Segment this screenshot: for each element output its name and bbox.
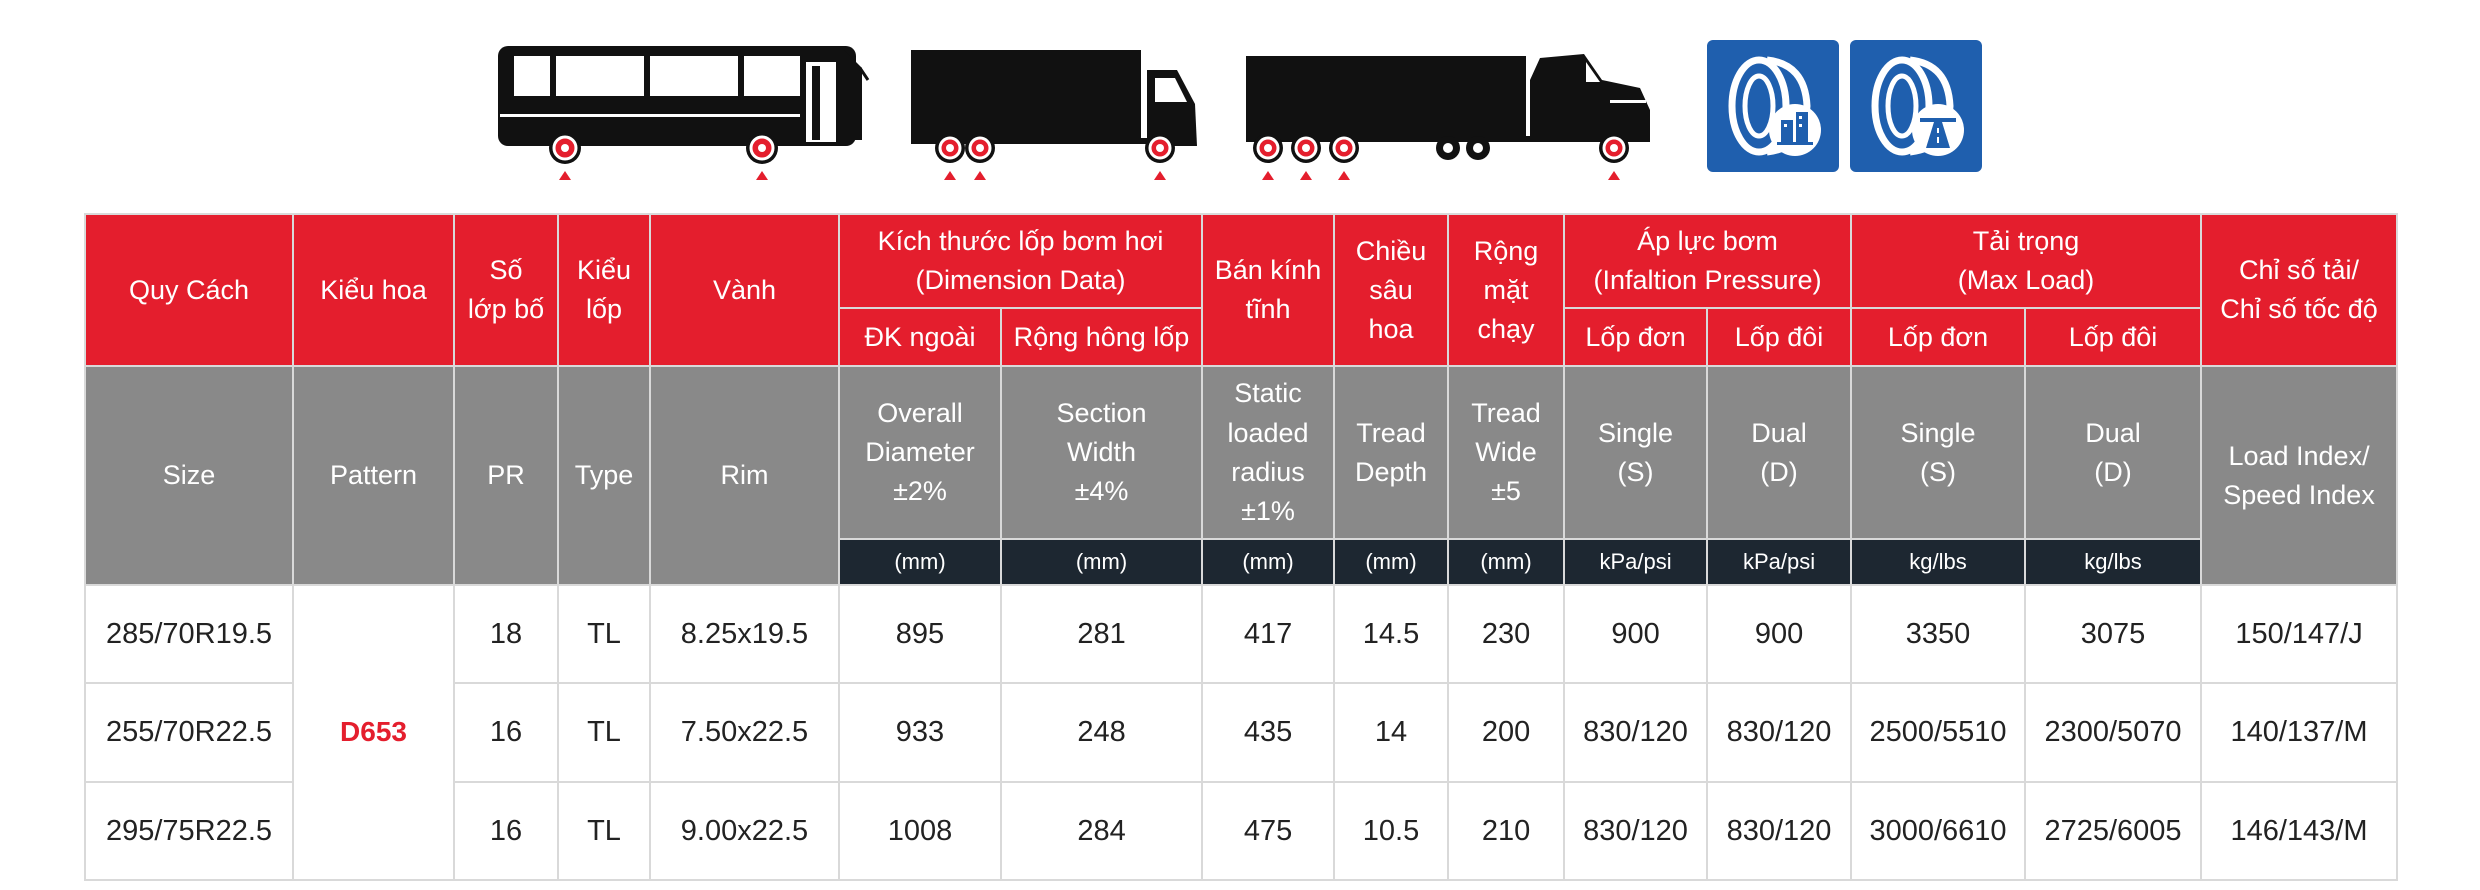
cell-load-dual: 3075 (2024, 584, 2203, 685)
table-row: 255/70R22.5 16 TL 7.50x22.5 933 248 435 … (84, 682, 2399, 783)
cell-load-speed-index: 140/137/M (2200, 682, 2399, 783)
cell-pressure-single: 900 (1563, 584, 1709, 685)
cell-load-dual: 2300/5070 (2024, 682, 2203, 783)
unit-tread-depth: (mm) (1333, 537, 1450, 587)
col-header-load-single-vi: Lốp đơn (1850, 307, 2027, 368)
cell-overall-diameter: 895 (838, 584, 1002, 685)
cell-overall-diameter: 933 (838, 682, 1002, 783)
col-header-tread-wide-vi: Rộng mặt chạy (1447, 212, 1566, 368)
cell-load-single: 3350 (1850, 584, 2027, 685)
col-header-overall-diameter-en: Overall Diameter ±2% (838, 365, 1002, 540)
tire-spec-table: Quy Cách Kiểu hoa Số lớp bố Kiểu lốp Vành … (84, 212, 2399, 882)
col-header-overall-diameter-vi: ĐK ngoài (838, 307, 1002, 368)
cell-size: 255/70R22.5 (84, 682, 294, 783)
cell-type: TL (557, 682, 651, 783)
cell-tread-wide: 200 (1447, 682, 1566, 783)
cell-pressure-single: 830/120 (1563, 780, 1709, 882)
col-header-size-en: Size (84, 365, 294, 587)
cell-load-speed-index: 146/143/M (2200, 780, 2399, 882)
cell-type: TL (557, 780, 651, 882)
cell-static-radius: 475 (1201, 780, 1336, 882)
cell-tread-depth: 14 (1333, 682, 1450, 783)
unit-load-single: kg/lbs (1850, 537, 2027, 587)
cell-rim: 7.50x22.5 (649, 682, 840, 783)
cell-pr: 16 (453, 682, 559, 783)
cell-size: 285/70R19.5 (84, 584, 294, 685)
table-row: 295/75R22.5 16 TL 9.00x22.5 1008 284 475… (84, 780, 2399, 882)
cell-static-radius: 417 (1201, 584, 1336, 685)
col-header-tread-depth-vi: Chiều sâu hoa (1333, 212, 1450, 368)
cell-tread-wide: 230 (1447, 584, 1566, 685)
col-header-pressure-single-en: Single (S) (1563, 365, 1709, 540)
col-header-static-radius-vi: Bán kính tĩnh (1201, 212, 1336, 368)
col-header-tread-wide-en: Tread Wide ±5 (1447, 365, 1566, 540)
cell-pressure-dual: 830/120 (1706, 780, 1853, 882)
col-header-section-width-en: Section Width ±4% (999, 365, 1204, 540)
group-header-load: Tải trọng (Max Load) (1850, 212, 2203, 310)
group-header-dimension: Kích thước lốp bơm hơi (Dimension Data) (837, 212, 1204, 310)
unit-overall-diameter: (mm) (838, 537, 1002, 587)
group-header-pressure: Áp lực bơm (Infaltion Pressure) (1563, 212, 1853, 310)
col-header-size-vi: Quy Cách (84, 212, 294, 368)
unit-pressure-dual: kPa/psi (1706, 537, 1853, 587)
col-header-load-speed-vi: Chỉ số tải/Chỉ số tốc độ (2200, 212, 2399, 368)
col-header-tread-depth-en: Tread Depth (1333, 365, 1450, 540)
cell-pr: 18 (453, 584, 559, 685)
col-header-pattern-en: Pattern (292, 365, 455, 587)
cell-size: 295/75R22.5 (84, 780, 294, 882)
header-subrow-vi: ĐK ngoài Rộng hông lốp Lốp đơn Lốp đôi L… (85, 307, 2397, 368)
col-header-pressure-single-vi: Lốp đơn (1563, 307, 1709, 368)
cell-rim: 9.00x22.5 (649, 780, 840, 882)
cell-load-dual: 2725/6005 (2024, 780, 2203, 882)
col-header-type-en: Type (557, 365, 651, 587)
unit-pressure-single: kPa/psi (1563, 537, 1709, 587)
cell-load-single: 3000/6610 (1850, 780, 2027, 882)
col-header-load-dual-en: Dual (D) (2024, 365, 2203, 540)
col-header-pr-vi: Số lớp bố (453, 212, 559, 368)
cell-tread-depth: 10.5 (1333, 780, 1450, 882)
col-header-pr-en: PR (453, 365, 559, 587)
cell-static-radius: 435 (1201, 682, 1336, 783)
cell-tread-wide: 210 (1447, 780, 1566, 882)
table-row: 285/70R19.5 D653 18 TL 8.25x19.5 895 281… (84, 584, 2399, 881)
cell-overall-diameter: 1008 (838, 780, 1002, 882)
units-row: (mm) (mm) (mm) (mm) (mm) kPa/psi kPa/psi… (85, 537, 2397, 587)
cell-load-single: 2500/5510 (1850, 682, 2027, 783)
cell-load-speed-index: 150/147/J (2200, 584, 2399, 685)
cell-rim: 8.25x19.5 (649, 584, 840, 685)
col-header-load-single-en: Single (S) (1850, 365, 2027, 540)
col-header-section-width-vi: Rộng hông lốp (999, 307, 1204, 368)
col-header-rim-en: Rim (649, 365, 840, 587)
semi-trailer-truck-icon (1246, 54, 1650, 180)
cell-pressure-single: 830/120 (1563, 682, 1709, 783)
col-header-load-dual-vi: Lốp đôi (2024, 307, 2203, 368)
cell-section-width: 284 (999, 780, 1204, 882)
unit-section-width: (mm) (999, 537, 1204, 587)
tire-highway-icon (1850, 40, 1982, 172)
unit-load-dual: kg/lbs (2024, 537, 2203, 587)
header-row-en: Size Pattern PR Type Rim Overall Diameter… (84, 365, 2399, 587)
cell-section-width: 281 (999, 584, 1204, 685)
cell-section-width: 248 (999, 682, 1204, 783)
col-header-rim-vi: Vành (649, 212, 840, 368)
cell-pressure-dual: 830/120 (1706, 682, 1853, 783)
cell-tread-depth: 14.5 (1333, 584, 1450, 685)
col-header-load-speed-en: Load Index/Speed Index (2200, 365, 2399, 587)
header-row-vi: Quy Cách Kiểu hoa Số lớp bố Kiểu lốp Vành … (84, 212, 2399, 368)
unit-static-radius: (mm) (1201, 537, 1336, 587)
col-header-type-vi: Kiểu lốp (557, 212, 651, 368)
col-header-pressure-dual-vi: Lốp đôi (1706, 307, 1853, 368)
col-header-pattern-vi: Kiểu hoa (292, 212, 455, 368)
box-truck-icon (911, 50, 1197, 180)
cell-pr: 16 (453, 780, 559, 882)
col-header-static-radius-en: Static loaded radius ±1% (1201, 365, 1336, 540)
cell-pattern: D653 (292, 584, 455, 881)
bus-icon (498, 46, 870, 180)
cell-pressure-dual: 900 (1706, 584, 1853, 685)
col-header-pressure-dual-en: Dual (D) (1706, 365, 1853, 540)
cell-type: TL (557, 584, 651, 685)
tire-city-icon (1707, 40, 1839, 172)
vehicle-icon-strip (0, 0, 2480, 200)
unit-tread-wide: (mm) (1447, 537, 1566, 587)
